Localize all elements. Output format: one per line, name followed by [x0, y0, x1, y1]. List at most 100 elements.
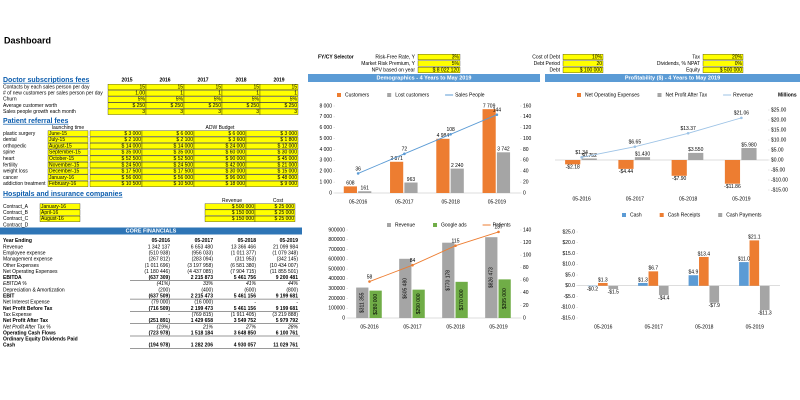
section-heading: Hospitals and insurance companies: [3, 191, 123, 198]
y2-tick-label: 0: [523, 315, 526, 321]
data-label: -$11.86: [724, 184, 741, 190]
y-tick-label: 0: [329, 190, 332, 196]
cell-box: [183, 108, 223, 115]
cell: 5%: [176, 97, 184, 103]
cell: (1 011 696): [145, 263, 171, 269]
x-tick-label: 05-2017: [645, 324, 664, 330]
cell: (3 219 888): [272, 312, 298, 318]
cell: (311 953): [235, 257, 256, 263]
y2-tick-label: 40: [523, 169, 529, 175]
line-point: [411, 263, 414, 267]
cell: (6 581 380): [230, 263, 256, 269]
cell: 27%: [245, 324, 257, 330]
line-point: [633, 145, 637, 148]
y2-tick-label: 40: [523, 290, 529, 296]
line: [357, 114, 498, 174]
cell: $ 42 000: [226, 162, 246, 168]
x-tick-label: 05-2018: [441, 199, 460, 205]
data-label: 36: [355, 166, 361, 172]
cell: 15: [291, 84, 297, 90]
bar: [455, 281, 468, 318]
row-label: Net Interest Expense: [3, 300, 50, 306]
y2-tick-label: -$5.00: [771, 167, 785, 173]
cell: 5 461 156: [234, 294, 256, 300]
selector-label: Market Risk Premium, Y: [361, 61, 415, 67]
selector-value-box: [417, 60, 461, 67]
cell-box: [107, 108, 147, 115]
column-header: launching time: [52, 125, 84, 131]
row-label: Tax Expense: [3, 312, 32, 318]
row-label: Contract_A: [3, 204, 29, 210]
data-label: $1.430: [635, 151, 651, 157]
legend-swatch: [337, 93, 341, 97]
cell-box: [259, 90, 299, 97]
launch-date-box: [47, 149, 89, 156]
page-title: Dashboard: [4, 35, 51, 45]
legend-label: Cash: [630, 212, 642, 218]
cell-box: [245, 149, 299, 156]
data-label: 72: [402, 147, 408, 153]
legend-label: Lost customers: [395, 92, 429, 98]
cell: 21 099 984: [273, 244, 298, 250]
cell: 41%: [246, 281, 257, 287]
cell: 11 029 761: [273, 343, 298, 349]
launch-date: January-16: [49, 175, 74, 181]
legend-swatch: [387, 223, 391, 227]
data-label: $280 000: [373, 294, 379, 315]
x-tick-label: 05-2018: [446, 324, 465, 330]
selector-value-box: [702, 67, 744, 73]
cell: (4 437 085): [187, 269, 213, 275]
row-label: Contacts by each sales person per day: [3, 84, 90, 90]
y-tick-label: 2 000: [319, 169, 332, 175]
x-tick-label: 05-2017: [395, 199, 414, 205]
data-label: $3.550: [688, 147, 704, 153]
bar: [485, 237, 498, 318]
bar: [598, 282, 608, 286]
y2-tick-label: 140: [523, 114, 532, 120]
cell: (251 891): [149, 318, 171, 324]
data-label: 963: [407, 177, 416, 183]
line: [581, 117, 742, 158]
row-label: cancer: [3, 175, 18, 181]
cell: $ 24 000: [226, 143, 246, 149]
cell: 1.00: [135, 91, 145, 97]
cell: (10 434 007): [270, 263, 299, 269]
cell: $ 3 000: [124, 131, 141, 137]
row-label: Management expense: [3, 257, 53, 263]
cell: (1 911 405): [231, 312, 257, 318]
legend-label: Net Profit After Tax: [665, 92, 707, 98]
cell: 3: [294, 109, 297, 115]
data-label: 108: [446, 127, 455, 133]
row-label: Net Profit Before Tax: [3, 306, 53, 312]
selector-label: Equity: [686, 67, 700, 73]
y2-tick-label: $25.00: [771, 107, 787, 113]
bar: [608, 285, 619, 289]
row-label: EBITDA %: [3, 281, 27, 287]
legend-swatch: [718, 213, 723, 217]
launch-date: October-15: [49, 156, 74, 162]
line-point: [580, 156, 583, 159]
cell: $ 250: [170, 103, 183, 109]
year-header: 2016: [159, 77, 170, 83]
y-tick-label: 900000: [328, 227, 345, 233]
cell: 2 215 873: [191, 275, 213, 281]
row-label: Employee expense: [3, 250, 46, 256]
cell: $ 250: [208, 103, 221, 109]
data-label: $1.34: [575, 150, 588, 156]
x-tick-label: 05-2019: [732, 196, 751, 202]
axis-unit: Millions: [778, 92, 797, 98]
launch-date-box: [47, 162, 89, 168]
year-header: 2018: [235, 77, 246, 83]
selector-value-box: [562, 60, 604, 67]
y-tick-label: 100000: [328, 306, 345, 312]
section-heading: CORE FINANCIALS: [126, 228, 177, 234]
cell: (600): [244, 287, 256, 293]
data-label: 144: [493, 108, 502, 114]
launch-date: September-15: [49, 150, 81, 156]
y-tick-label: 300000: [328, 286, 345, 292]
column-header: 05-2019: [280, 238, 299, 244]
launch-date-box: [47, 155, 89, 162]
line-point: [495, 113, 499, 116]
y2-tick-label: $15.00: [771, 127, 787, 133]
y-tick-label: $15.0: [562, 251, 575, 257]
